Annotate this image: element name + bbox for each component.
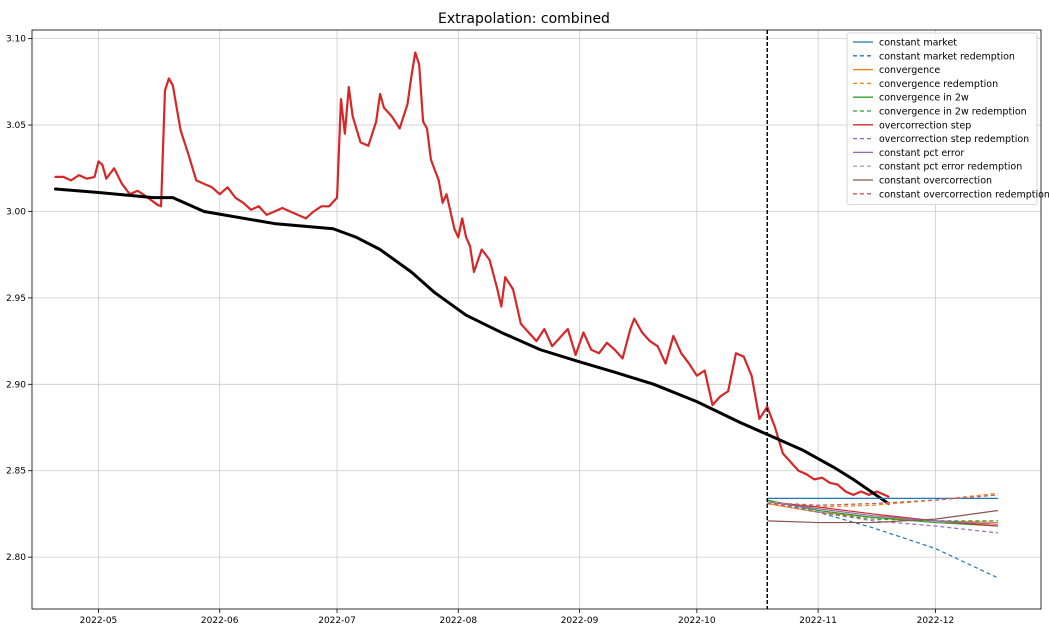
series-group (53, 51, 999, 579)
y-tick-label: 2.90 (6, 380, 26, 390)
y-tick-label: 2.95 (6, 294, 26, 304)
legend-label: constant market redemption (879, 51, 1015, 62)
legend-label: constant overcorrection redemption (879, 189, 1049, 200)
y-tick-label: 3.10 (6, 35, 26, 45)
legend-label: overcorrection step redemption (879, 134, 1029, 145)
y-tick-label: 2.80 (6, 553, 26, 563)
forecast-line-constant-overcorrection-redemption (767, 494, 999, 506)
legend-box (846, 32, 1038, 206)
x-tick-label: 2022-12 (917, 616, 955, 626)
history-market-line (54, 51, 890, 498)
plot-frame (31, 29, 1042, 610)
legend-label: constant overcorrection (879, 176, 992, 187)
legend-label: convergence in 2w (879, 93, 969, 104)
forecast-line-convergence-in-2w-redemption (767, 499, 998, 522)
legend-label: constant pct error (879, 148, 964, 159)
legend-label: convergence in 2w redemption (879, 107, 1027, 118)
forecast-line-constant-overcorrection (767, 509, 999, 524)
legend-label: constant market (879, 38, 957, 49)
legend: constant market constant market redemptio… (846, 32, 1049, 206)
chart-title: Extrapolation: combined (438, 11, 610, 27)
x-tick-label: 2022-05 (80, 616, 118, 626)
legend-label: overcorrection step (879, 120, 971, 131)
forecast-line-overcorrection-step-redemption (767, 501, 999, 534)
plot-area: 2.80 2.85 2.90 2.95 3.00 3.05 3.10 2022-05 2022-… (6, 29, 1049, 626)
x-tick-label: 2022-11 (799, 616, 837, 626)
y-tick-label: 3.05 (6, 121, 26, 131)
history-fair-value-line (53, 187, 890, 506)
legend-label: convergence (879, 65, 940, 76)
x-tick-label: 2022-06 (201, 616, 239, 626)
legend-label: convergence redemption (879, 79, 998, 90)
x-tick-label: 2022-10 (678, 616, 716, 626)
legend-label: constant pct error redemption (879, 162, 1022, 173)
forecast-line-constant-pct-error (767, 501, 999, 525)
x-tick-label: 2022-07 (318, 616, 356, 626)
y-tick-label: 3.00 (6, 207, 26, 217)
x-tick-label: 2022-08 (439, 616, 477, 626)
x-tick-label: 2022-09 (561, 616, 599, 626)
forecast-line-constant-market-redemption (767, 502, 999, 579)
y-tick-label: 2.85 (6, 467, 26, 477)
